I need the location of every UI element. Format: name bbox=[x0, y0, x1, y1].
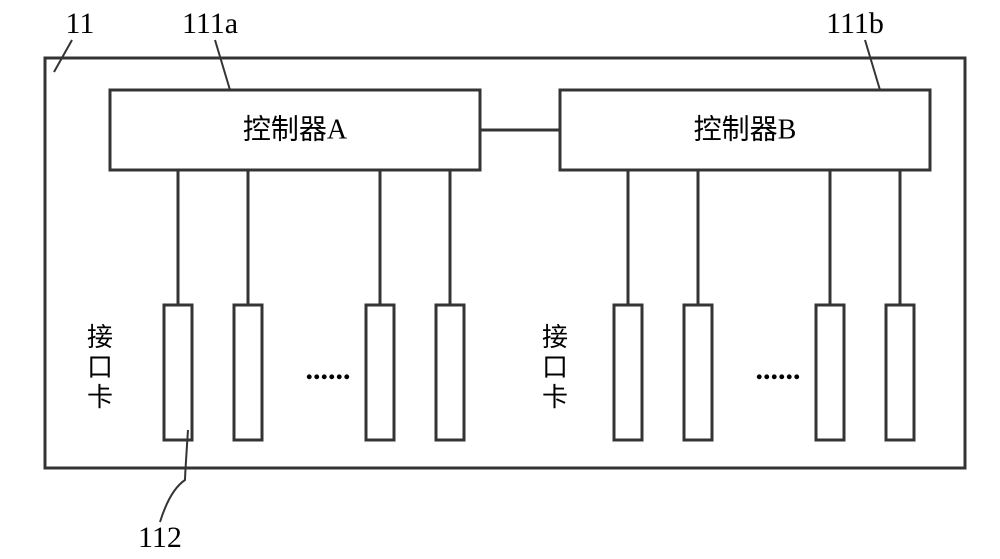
controller-a-label: 控制器A bbox=[243, 113, 348, 145]
diagram-canvas: 控制器A 控制器B 接口卡 接口卡 ...... ...... 11 111a … bbox=[0, 0, 1000, 559]
svg-text:11: 11 bbox=[66, 7, 95, 40]
interface-card bbox=[614, 305, 642, 440]
interface-card bbox=[816, 305, 844, 440]
ellipsis-b: ...... bbox=[756, 353, 801, 386]
interface-card bbox=[366, 305, 394, 440]
interface-card bbox=[886, 305, 914, 440]
interface-card bbox=[164, 305, 192, 440]
interface-card bbox=[234, 305, 262, 440]
svg-text:111b: 111b bbox=[826, 7, 884, 40]
ellipsis-a: ...... bbox=[306, 353, 351, 386]
interface-card bbox=[684, 305, 712, 440]
interface-card-b-label: 接口卡 bbox=[542, 323, 568, 412]
svg-text:111a: 111a bbox=[182, 7, 238, 40]
interface-card-a-label: 接口卡 bbox=[87, 323, 113, 412]
interface-card bbox=[436, 305, 464, 440]
controller-b-label: 控制器B bbox=[694, 113, 797, 145]
svg-text:112: 112 bbox=[138, 521, 182, 554]
